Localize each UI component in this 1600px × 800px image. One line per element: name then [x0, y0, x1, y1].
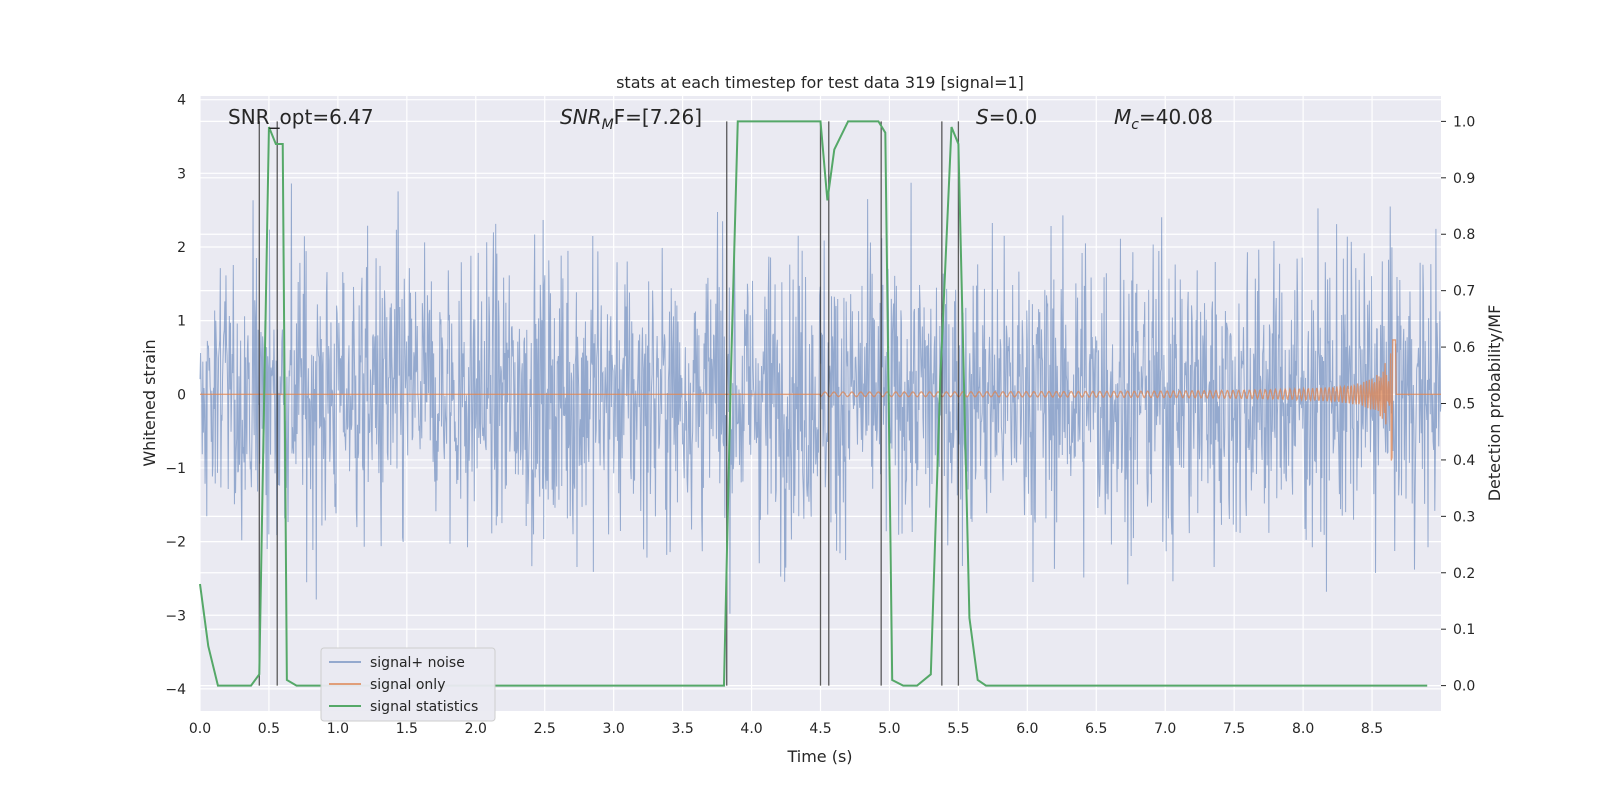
tick-layer: 0.0 0.5 1.0 1.5 2.0 2.5 3.0 3.5 4.0 4.5 5.0 5.5 6.0 6…: [165, 93, 1475, 737]
y-tick-label: 1: [177, 314, 186, 330]
mc-main: M: [1114, 105, 1131, 129]
y-tick-label: 0: [177, 387, 186, 403]
x-tick-label: 0.0: [189, 721, 211, 737]
legend-stats-label: signal statistics: [370, 699, 478, 715]
y-tick-label: 4: [177, 93, 186, 109]
x-tick-label: 3.5: [671, 721, 693, 737]
x-tick-label: 3.0: [603, 721, 625, 737]
s-value-text: =0.0: [989, 105, 1038, 129]
legend-box: [320, 647, 496, 722]
y-tick-label: −2: [165, 535, 186, 551]
x-tick-label: 0.5: [258, 721, 280, 737]
y2-tick-label: 0.1: [1453, 622, 1475, 638]
mc-rest: =40.08: [1139, 105, 1213, 129]
y2-tick-label: 0.0: [1453, 679, 1475, 695]
mc-annotation: Mc=40.08: [1114, 105, 1213, 133]
y-axis-label: Whitened strain: [140, 339, 159, 466]
y-tick-label: −1: [165, 461, 186, 477]
snr-mf-sub: M: [602, 117, 614, 133]
snr-mf-main: SNR: [560, 105, 602, 129]
y2-tick-label: 1.0: [1453, 114, 1475, 130]
stats-series: [199, 120, 1428, 687]
x-tick-label: 2.0: [465, 721, 487, 737]
y2-axis-label: Detection probability/MF: [1485, 305, 1504, 502]
y2-tick-label: 0.4: [1453, 453, 1475, 469]
x-tick-label: 4.0: [740, 721, 762, 737]
legend-noise-label: signal+ noise: [370, 655, 465, 671]
x-tick-label: 6.5: [1085, 721, 1107, 737]
x-tick-label: 1.5: [396, 721, 418, 737]
y-tick-label: 3: [177, 166, 186, 182]
legend: signal+ noise signal only signal statist…: [320, 647, 496, 722]
snr-opt-annotation: SNR_opt=6.47: [228, 105, 374, 129]
x-tick-label: 6.0: [1016, 721, 1038, 737]
y2-tick-label: 0.3: [1453, 509, 1475, 525]
y2-tick-label: 0.9: [1453, 171, 1475, 187]
x-tick-label: 1.0: [327, 721, 349, 737]
y2-tick-label: 0.2: [1453, 566, 1475, 582]
x-tick-label: 2.5: [534, 721, 556, 737]
x-tick-label: 8.0: [1292, 721, 1314, 737]
y-tick-label: 2: [177, 240, 186, 256]
x-tick-label: 4.5: [809, 721, 831, 737]
x-tick-label: 7.0: [1154, 721, 1176, 737]
x-tick-label: 5.5: [947, 721, 969, 737]
y2-tick-label: 0.6: [1453, 340, 1475, 356]
x-axis-label: Time (s): [786, 747, 852, 766]
stats-line: [199, 120, 1428, 687]
x-tick-label: 8.5: [1361, 721, 1383, 737]
y2-tick-label: 0.5: [1453, 397, 1475, 413]
chart-title: stats at each timestep for test data 319…: [616, 73, 1024, 92]
y-tick-label: −4: [165, 682, 186, 698]
snr-mf-rest: F=[7.26]: [614, 105, 702, 129]
x-tick-label: 7.5: [1223, 721, 1245, 737]
mc-sub: c: [1131, 117, 1139, 133]
s-value-annotation: S=0.0: [976, 105, 1037, 129]
y2-tick-label: 0.8: [1453, 227, 1475, 243]
snr-mf-annotation: SNRMF=[7.26]: [560, 105, 702, 133]
x-tick-label: 5.0: [878, 721, 900, 737]
y2-tick-label: 0.7: [1453, 284, 1475, 300]
legend-signal-label: signal only: [370, 677, 445, 693]
y-tick-label: −3: [165, 608, 186, 624]
